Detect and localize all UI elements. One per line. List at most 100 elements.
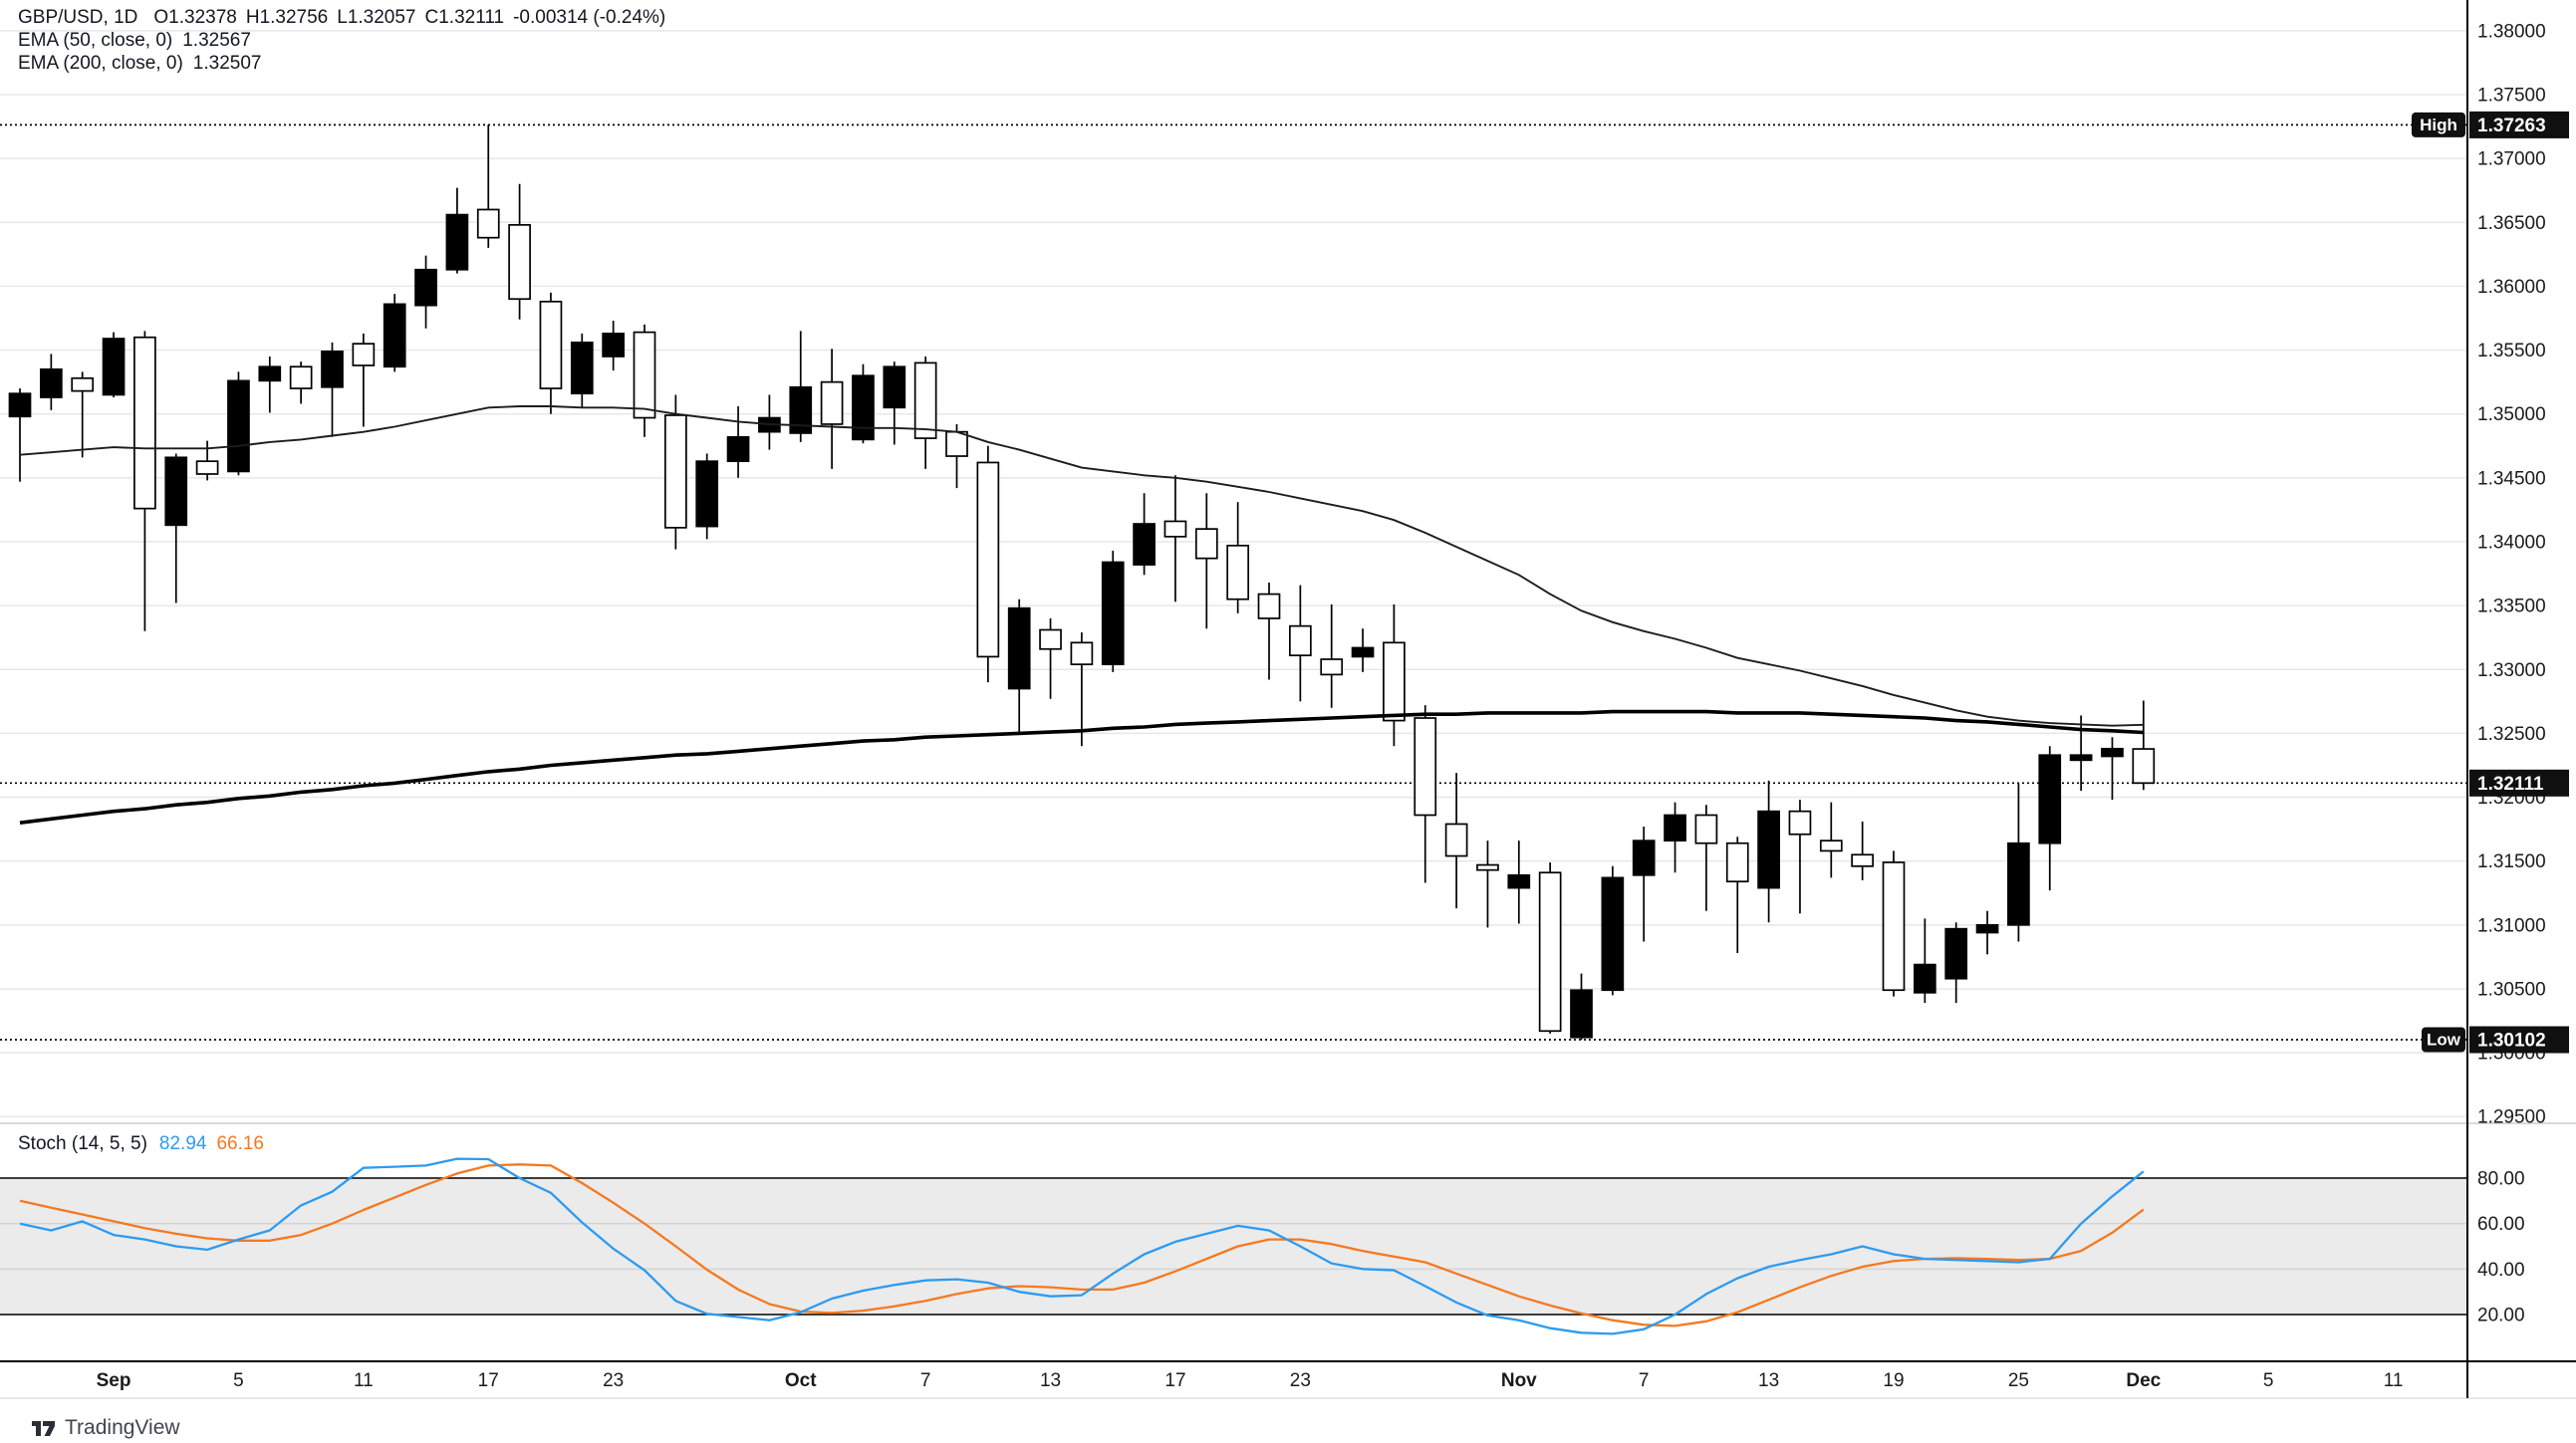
candle bbox=[2132, 700, 2156, 791]
ema-overlays bbox=[19, 405, 2144, 825]
ema200-value: 1.32507 bbox=[192, 53, 262, 74]
candle bbox=[195, 440, 219, 481]
svg-text:7: 7 bbox=[1639, 1370, 1650, 1391]
candle bbox=[976, 445, 1000, 683]
svg-text:1.30500: 1.30500 bbox=[2477, 979, 2546, 1000]
candle bbox=[539, 292, 563, 414]
svg-text:17: 17 bbox=[1164, 1370, 1185, 1391]
candle bbox=[445, 187, 469, 274]
axis-frame bbox=[0, 0, 2576, 1399]
candle bbox=[1070, 632, 1094, 747]
candle bbox=[758, 394, 781, 450]
svg-text:1.29500: 1.29500 bbox=[2477, 1107, 2546, 1128]
ema50-value: 1.32567 bbox=[182, 30, 251, 51]
candle bbox=[1476, 841, 1499, 928]
svg-text:Sep: Sep bbox=[97, 1370, 131, 1391]
candle bbox=[695, 453, 719, 540]
svg-text:Oct: Oct bbox=[785, 1370, 817, 1391]
candle bbox=[508, 183, 531, 320]
candle bbox=[2007, 783, 2030, 942]
svg-text:5: 5 bbox=[233, 1370, 244, 1391]
level-tag: Low bbox=[2422, 1027, 2465, 1053]
svg-text:13: 13 bbox=[1040, 1370, 1061, 1391]
svg-text:11: 11 bbox=[2384, 1370, 2404, 1391]
svg-text:20.00: 20.00 bbox=[2477, 1305, 2525, 1325]
ohlc-low: L1.32057 bbox=[337, 7, 416, 28]
candle bbox=[1351, 628, 1375, 672]
candle bbox=[726, 406, 750, 478]
time-axis[interactable]: Sep 5 11 17 23 Oct 7 13 17 23 Nov 7 13 19 25 Dec 5 11 bbox=[97, 1370, 2404, 1391]
ema200-label: EMA (200, close, 0) bbox=[18, 53, 183, 74]
candle bbox=[1664, 802, 1686, 873]
candle bbox=[321, 342, 344, 437]
ema50-legend-row[interactable]: EMA (50, close, 0) 1.32567 bbox=[18, 30, 251, 52]
svg-text:1.35500: 1.35500 bbox=[2477, 341, 2546, 361]
svg-text:1.37000: 1.37000 bbox=[2477, 149, 2546, 170]
candle bbox=[1163, 475, 1187, 602]
svg-text:1.35000: 1.35000 bbox=[2477, 404, 2546, 425]
candle bbox=[414, 255, 437, 329]
candlestick-series bbox=[8, 124, 2156, 1041]
svg-text:Dec: Dec bbox=[2126, 1370, 2161, 1391]
candle bbox=[2069, 715, 2093, 792]
svg-text:1.34000: 1.34000 bbox=[2477, 532, 2546, 553]
svg-text:1.37500: 1.37500 bbox=[2477, 86, 2546, 107]
candle bbox=[1507, 841, 1531, 924]
candle bbox=[1538, 861, 1562, 1034]
candle bbox=[1257, 583, 1281, 680]
ohlc-close: C1.32111 bbox=[424, 7, 505, 28]
candle bbox=[883, 361, 906, 445]
ema200-legend-row[interactable]: EMA (200, close, 0) 1.32507 bbox=[18, 53, 261, 75]
candle bbox=[8, 388, 32, 482]
candle bbox=[1819, 802, 1843, 878]
candle bbox=[789, 331, 813, 442]
svg-text:13: 13 bbox=[1758, 1370, 1779, 1391]
svg-text:60.00: 60.00 bbox=[2477, 1214, 2525, 1235]
ema200-line bbox=[19, 709, 2144, 825]
svg-text:25: 25 bbox=[2008, 1370, 2029, 1391]
svg-text:17: 17 bbox=[478, 1370, 499, 1391]
candle bbox=[1851, 821, 1875, 880]
candle bbox=[289, 361, 313, 404]
stoch-legend-row[interactable]: Stoch (14, 5, 5) 82.94 66.16 bbox=[18, 1133, 264, 1155]
candle bbox=[1226, 502, 1250, 613]
candle bbox=[1383, 603, 1406, 747]
tradingview-logo[interactable]: TradingView bbox=[30, 1416, 180, 1440]
candle bbox=[227, 371, 250, 476]
stoch-k-value: 82.94 bbox=[158, 1133, 207, 1154]
candle bbox=[1601, 865, 1625, 996]
candle bbox=[39, 354, 63, 410]
candle bbox=[602, 321, 626, 371]
price-axis[interactable]: 1.38000 1.37500 1.37000 1.36500 1.36000 1.355… bbox=[2477, 21, 2546, 1325]
change-value: -0.00314 (-0.24%) bbox=[513, 7, 666, 28]
candle bbox=[1788, 800, 1812, 914]
svg-text:1.34500: 1.34500 bbox=[2477, 468, 2546, 489]
ema50-line bbox=[19, 405, 2144, 727]
svg-text:23: 23 bbox=[603, 1370, 624, 1391]
candle bbox=[1882, 850, 1906, 997]
candle bbox=[1320, 603, 1344, 708]
stoch-k-line bbox=[19, 1157, 2145, 1335]
candle bbox=[2101, 737, 2124, 801]
svg-text:1.31000: 1.31000 bbox=[2477, 915, 2546, 936]
candle bbox=[352, 333, 376, 427]
svg-text:23: 23 bbox=[1290, 1370, 1311, 1391]
candle bbox=[1444, 773, 1468, 909]
candle bbox=[383, 294, 406, 372]
candle bbox=[1007, 599, 1031, 734]
candle bbox=[852, 363, 875, 444]
candle bbox=[1570, 973, 1593, 1041]
candle bbox=[164, 453, 188, 603]
tradingview-icon bbox=[32, 1421, 55, 1436]
candle bbox=[570, 333, 594, 408]
candle bbox=[1975, 910, 1999, 955]
stoch-d-value: 66.16 bbox=[216, 1133, 264, 1154]
candle bbox=[1039, 617, 1062, 699]
stoch-d-line bbox=[19, 1163, 2145, 1327]
candle bbox=[1288, 585, 1312, 702]
svg-text:Low: Low bbox=[2427, 1031, 2461, 1050]
svg-text:19: 19 bbox=[1883, 1370, 1904, 1391]
symbol-legend-row[interactable]: GBP/USD, 1D O1.32378 H1.32756 L1.32057 C1.32… bbox=[18, 7, 665, 29]
